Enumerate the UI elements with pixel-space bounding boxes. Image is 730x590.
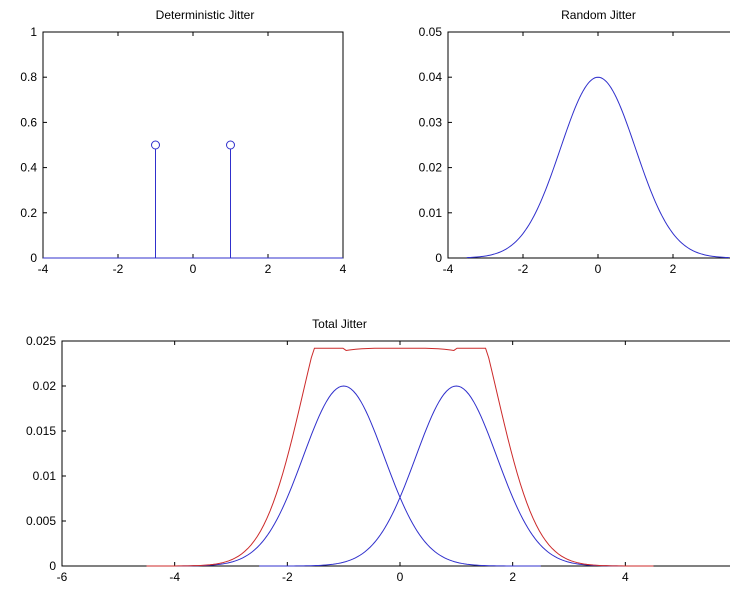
random-y-tick-label: 0.04 (419, 70, 443, 84)
deterministic-jitter-panel: Deterministic Jitter -4 -2 0 2 4 0 0.2 0.4 0.6 0.8… (20, 8, 346, 276)
random-title: Random Jitter (561, 8, 636, 22)
total-x-tick-label: 0 (397, 570, 404, 584)
deterministic-axes-box (42, 31, 344, 259)
deterministic-x-tick-label: 4 (340, 262, 347, 276)
deterministic-x-tick-label: -4 (38, 262, 49, 276)
total-y-tick-label: 0 (49, 559, 56, 573)
total-axes-box (61, 340, 730, 567)
random-x-tick-label: 0 (595, 262, 602, 276)
deterministic-y-tick-label: 0 (30, 251, 37, 265)
deterministic-y-tick-label: 1 (30, 25, 37, 39)
total-x-tick-label: -6 (57, 570, 68, 584)
deterministic-x-tick-label: -2 (113, 262, 124, 276)
deterministic-y-tick-label: 0.6 (20, 115, 37, 129)
random-plot-area (466, 76, 730, 259)
total-y-tick-label: 0.005 (26, 514, 56, 528)
deterministic-stem-marker (226, 140, 235, 150)
total-y-tick-label: 0.02 (33, 379, 57, 393)
deterministic-plot-area (43, 140, 343, 259)
total-series-2-line (146, 347, 654, 567)
total-series-1-line (259, 385, 654, 567)
deterministic-stem-marker (151, 140, 160, 150)
random-y-tick-label: 0.02 (419, 161, 443, 175)
deterministic-y-tick-label: 0.8 (20, 70, 37, 84)
deterministic-title: Deterministic Jitter (156, 8, 255, 22)
deterministic-y-tick-label: 0.2 (20, 206, 37, 220)
random-x-tick-label: -2 (518, 262, 529, 276)
random-series-0-line (466, 76, 730, 259)
random-x-tick-label: -4 (443, 262, 454, 276)
random-y-tick-label: 0.01 (419, 206, 443, 220)
random-y-tick-label: 0 (435, 251, 442, 265)
total-x-tick-label: -4 (169, 570, 180, 584)
deterministic-y-tick-label: 0.4 (20, 161, 37, 175)
random-y-tick-label: 0.03 (419, 115, 443, 129)
total-series-0-line (146, 385, 541, 567)
total-title: Total Jitter (312, 317, 367, 331)
total-x-tick-label: 2 (509, 570, 516, 584)
total-plot-area (146, 347, 654, 567)
deterministic-x-tick-label: 0 (190, 262, 197, 276)
total-x-tick-label: -2 (282, 570, 293, 584)
total-y-tick-label: 0.015 (26, 424, 56, 438)
random-x-tick-label: 2 (670, 262, 677, 276)
random-axes-box (447, 31, 730, 259)
total-y-tick-label: 0.025 (26, 334, 56, 348)
total-y-tick-label: 0.01 (33, 469, 57, 483)
total-jitter-panel: Total Jitter -6 -4 -2 0 2 4 0 0.005 0.01 0.015 0.02… (26, 317, 730, 584)
deterministic-x-tick-label: 2 (265, 262, 272, 276)
total-x-tick-label: 4 (622, 570, 629, 584)
random-y-tick-label: 0.05 (419, 25, 443, 39)
random-jitter-panel: Random Jitter -4 -2 0 2 0 0.01 0.02 0.03 0.04 0.05 (419, 8, 730, 276)
